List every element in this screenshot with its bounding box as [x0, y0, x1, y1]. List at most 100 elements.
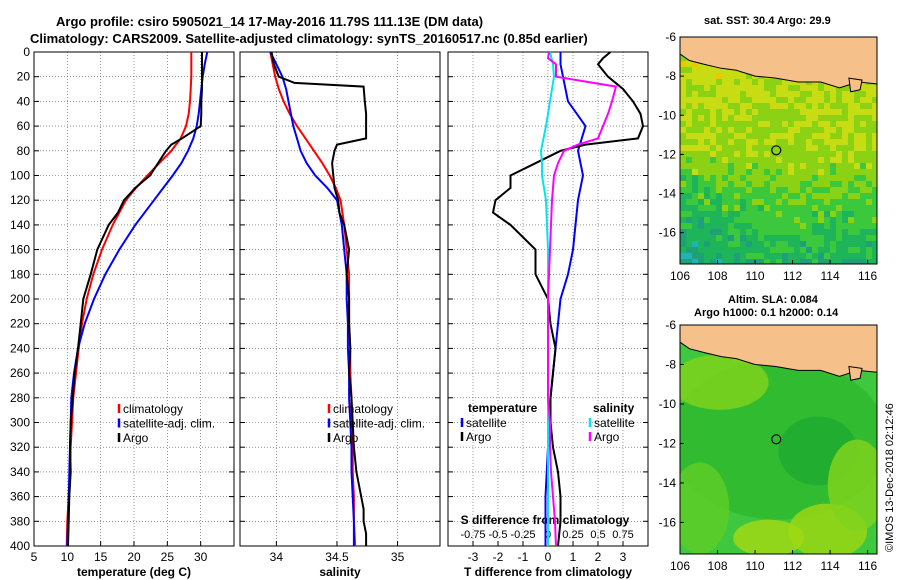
xtick-label: 35: [391, 550, 405, 564]
sst-cell: [872, 163, 877, 170]
sst-cell: [686, 121, 693, 128]
sst-cell: [692, 103, 699, 110]
sst-cell: [698, 169, 705, 176]
sst-cell: [734, 187, 741, 194]
map-ytick-label: -12: [659, 436, 677, 450]
sst-cell: [770, 199, 777, 206]
sst-cell: [794, 241, 801, 248]
sst-cell: [698, 97, 705, 104]
sst-cell: [752, 157, 759, 164]
sst-cell: [794, 163, 801, 170]
sst-cell: [764, 163, 771, 170]
sst-cell: [746, 223, 753, 230]
sst-cell: [800, 169, 807, 176]
sst-cell: [794, 211, 801, 218]
sst-cell: [872, 145, 877, 152]
sst-cell: [806, 253, 813, 260]
sst-cell: [830, 181, 837, 188]
sst-cell: [734, 247, 741, 254]
sst-cell: [806, 229, 813, 236]
sst-cell: [818, 115, 825, 122]
sst-cell: [854, 181, 861, 188]
sst-cell: [824, 169, 831, 176]
sst-cell: [716, 109, 723, 116]
sst-cell: [692, 127, 699, 134]
sst-cell: [848, 151, 855, 158]
sst-cell: [812, 145, 819, 152]
sst-cell: [680, 67, 687, 74]
sst-cell: [758, 259, 765, 264]
sst-cell: [722, 157, 729, 164]
sst-cell: [794, 85, 801, 92]
sst-cell: [758, 247, 765, 254]
sst-cell: [824, 139, 831, 146]
sst-cell: [746, 241, 753, 248]
sst-cell: [818, 139, 825, 146]
sst-cell: [782, 121, 789, 128]
sst-cell: [872, 103, 877, 110]
sst-cell: [836, 205, 843, 212]
sst-cell: [758, 193, 765, 200]
sst-cell: [806, 145, 813, 152]
sst-cell: [734, 259, 741, 264]
sst-cell: [794, 223, 801, 230]
title-line2: Climatology: CARS2009. Satellite-adjuste…: [30, 31, 588, 46]
sst-cell: [776, 223, 783, 230]
sst-cell: [794, 145, 801, 152]
xtick-label: 34.5: [325, 550, 349, 564]
sst-cell: [698, 223, 705, 230]
sst-cell: [824, 115, 831, 122]
sst-cell: [770, 169, 777, 176]
sst-cell: [812, 115, 819, 122]
sst-cell: [854, 133, 861, 140]
sst-cell: [800, 253, 807, 260]
sst-cell: [752, 121, 759, 128]
sst-cell: [770, 247, 777, 254]
sst-cell: [764, 151, 771, 158]
sst-cell: [746, 217, 753, 224]
sst-cell: [764, 79, 771, 86]
sst-cell: [806, 139, 813, 146]
sst-cell: [722, 121, 729, 128]
sst-cell: [734, 163, 741, 170]
sst-cell: [728, 109, 735, 116]
sst-cell: [842, 181, 849, 188]
sst-cell: [716, 247, 723, 254]
sst-cell: [740, 85, 747, 92]
sst-cell: [830, 127, 837, 134]
sst-cell: [716, 115, 723, 122]
xtick-label: -1: [518, 550, 529, 564]
map-xtick-label: 108: [708, 559, 728, 573]
sla-map: -6 -8 -10 -12 -14 -16 106 108 110 112 114 116: [659, 318, 878, 573]
sst-cell: [794, 133, 801, 140]
xtick-label: 2: [595, 550, 602, 564]
sst-cell: [698, 145, 705, 152]
sst-cell: [758, 79, 765, 86]
xaxis-label: T difference from climatology: [464, 565, 632, 579]
sst-cell: [806, 217, 813, 224]
sst-cell: [788, 133, 795, 140]
x2tick-label: 0.25: [562, 529, 583, 541]
sst-cell: [812, 217, 819, 224]
sst-cell: [788, 151, 795, 158]
sst-cell: [830, 109, 837, 116]
ytick-label: 340: [10, 465, 30, 479]
sst-cell: [692, 67, 699, 74]
sst-cell: [722, 127, 729, 134]
sst-cell: [692, 205, 699, 212]
sst-cell: [746, 133, 753, 140]
sst-cell: [698, 259, 705, 264]
sst-cell: [812, 109, 819, 116]
sst-cell: [770, 205, 777, 212]
sst-cell: [698, 109, 705, 116]
sst-cell: [860, 181, 867, 188]
sst-cell: [692, 241, 699, 248]
sst-cell: [830, 193, 837, 200]
sst-cell: [800, 241, 807, 248]
sst-cell: [740, 145, 747, 152]
sst-cell: [770, 157, 777, 164]
sst-cell: [812, 187, 819, 194]
sst-cell: [698, 157, 705, 164]
sst-cell: [704, 109, 711, 116]
